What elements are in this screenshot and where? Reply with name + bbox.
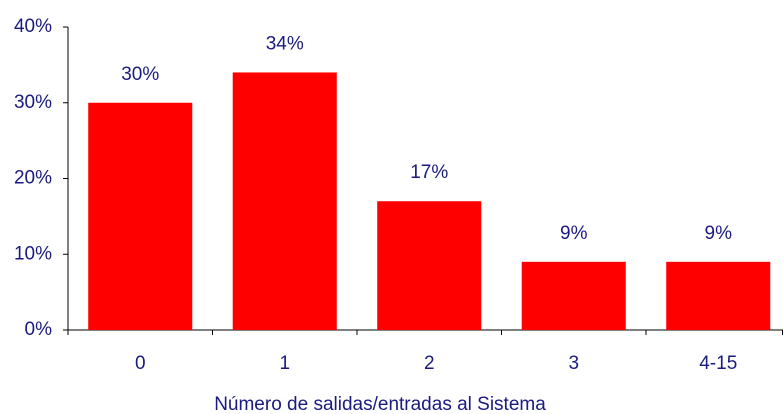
x-tick-label: 4-15 [699,353,737,374]
y-tick-label: 10% [14,243,52,264]
data-label: 17% [410,162,448,183]
x-tick-label: 1 [279,353,290,374]
bar [88,102,193,330]
x-tick-label: 0 [135,353,146,374]
bar [521,261,626,330]
data-label: 9% [560,223,588,244]
y-tick-label: 40% [14,16,52,37]
x-tick-label: 3 [568,353,579,374]
y-tick-label: 0% [25,319,53,340]
y-tick-label: 20% [14,168,52,189]
x-tick-label: 2 [424,353,435,374]
bar [232,72,337,330]
data-label: 9% [705,223,733,244]
y-tick-label: 30% [14,92,52,113]
bar [666,261,771,330]
data-label: 34% [266,33,304,54]
bar [377,201,482,330]
data-label: 30% [121,64,159,85]
x-axis-title: Número de salidas/entradas al Sistema [214,394,546,414]
